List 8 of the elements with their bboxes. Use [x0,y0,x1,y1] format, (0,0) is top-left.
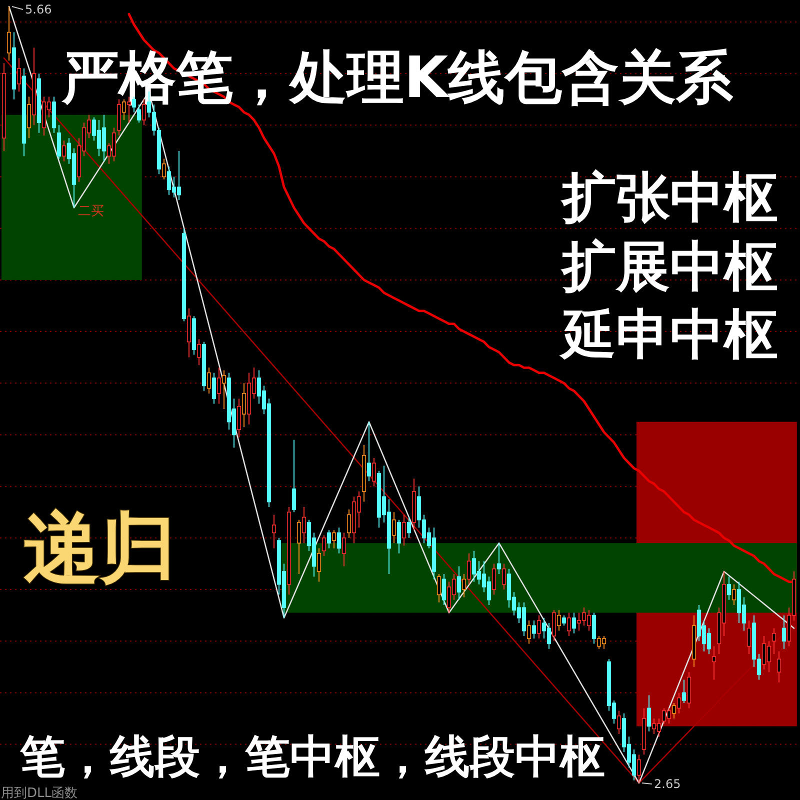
annotation: 递归 [23,503,176,592]
annotation: 5.66 [25,2,52,16]
annotation: 笔，线段，笔中枢，线段中枢 [19,730,605,783]
text: 用到DLL函数 [1,786,78,800]
annotation: 扩展中枢 [560,235,778,298]
annotation: 扩张中枢 [560,166,778,229]
annotation: 2.65 [654,777,681,791]
annotation: 延申中枢 [559,303,778,366]
